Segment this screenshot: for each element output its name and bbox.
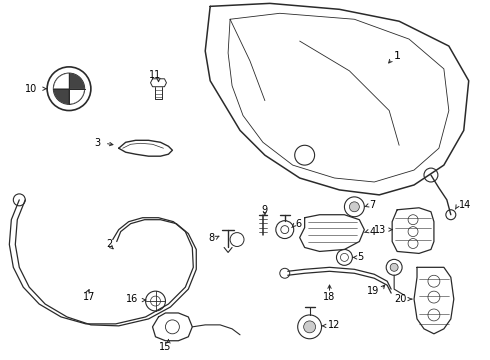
Text: 10: 10 bbox=[25, 84, 37, 94]
Text: 17: 17 bbox=[83, 292, 95, 302]
Circle shape bbox=[349, 202, 359, 212]
Text: 7: 7 bbox=[369, 200, 375, 210]
Text: 6: 6 bbox=[295, 219, 302, 229]
Text: 15: 15 bbox=[159, 342, 171, 352]
Text: 16: 16 bbox=[126, 294, 139, 304]
Circle shape bbox=[424, 168, 438, 182]
Circle shape bbox=[446, 210, 456, 220]
Text: 12: 12 bbox=[327, 320, 340, 330]
Wedge shape bbox=[69, 73, 84, 89]
Text: 11: 11 bbox=[149, 70, 162, 80]
Wedge shape bbox=[69, 89, 84, 104]
Wedge shape bbox=[54, 89, 69, 104]
Text: 8: 8 bbox=[208, 233, 214, 243]
Text: 4: 4 bbox=[369, 226, 375, 237]
Text: 13: 13 bbox=[374, 225, 386, 235]
Circle shape bbox=[390, 264, 398, 271]
Text: 3: 3 bbox=[95, 138, 101, 148]
Wedge shape bbox=[54, 73, 69, 89]
Text: 18: 18 bbox=[323, 292, 336, 302]
Text: 1: 1 bbox=[394, 51, 401, 61]
Text: 19: 19 bbox=[367, 286, 379, 296]
Text: 14: 14 bbox=[459, 200, 471, 210]
Circle shape bbox=[304, 321, 316, 333]
Text: 20: 20 bbox=[395, 294, 407, 304]
Text: 5: 5 bbox=[357, 252, 364, 262]
Text: 9: 9 bbox=[262, 205, 268, 215]
Text: 2: 2 bbox=[106, 239, 112, 249]
